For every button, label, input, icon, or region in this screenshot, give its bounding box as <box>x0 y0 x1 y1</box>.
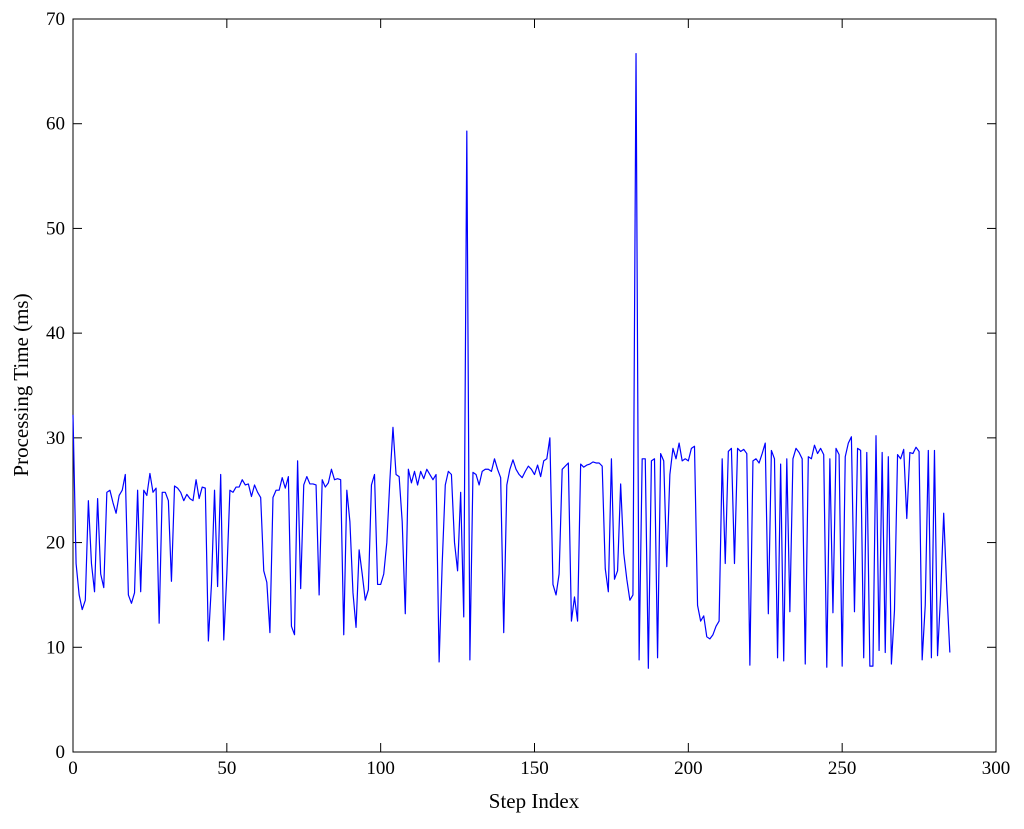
x-tick-label: 150 <box>520 758 549 779</box>
x-tick-label: 250 <box>828 758 857 779</box>
x-tick-label: 300 <box>982 758 1011 779</box>
x-tick-label: 100 <box>366 758 395 779</box>
y-axis-label: Processing Time (ms) <box>9 293 33 476</box>
y-tick-label: 0 <box>56 742 66 763</box>
x-tick-label: 200 <box>674 758 703 779</box>
y-tick-label: 10 <box>46 637 65 658</box>
x-tick-label: 0 <box>68 758 78 779</box>
y-tick-label: 30 <box>46 428 65 449</box>
x-axis-label: Step Index <box>489 789 580 813</box>
x-tick-label: 50 <box>217 758 236 779</box>
y-tick-label: 20 <box>46 533 65 554</box>
y-tick-label: 40 <box>46 323 65 344</box>
plot-frame <box>72 18 997 753</box>
y-tick-label: 50 <box>46 218 65 239</box>
y-tick-label: 70 <box>46 9 65 30</box>
y-tick-label: 60 <box>46 114 65 135</box>
data-line <box>72 52 951 669</box>
